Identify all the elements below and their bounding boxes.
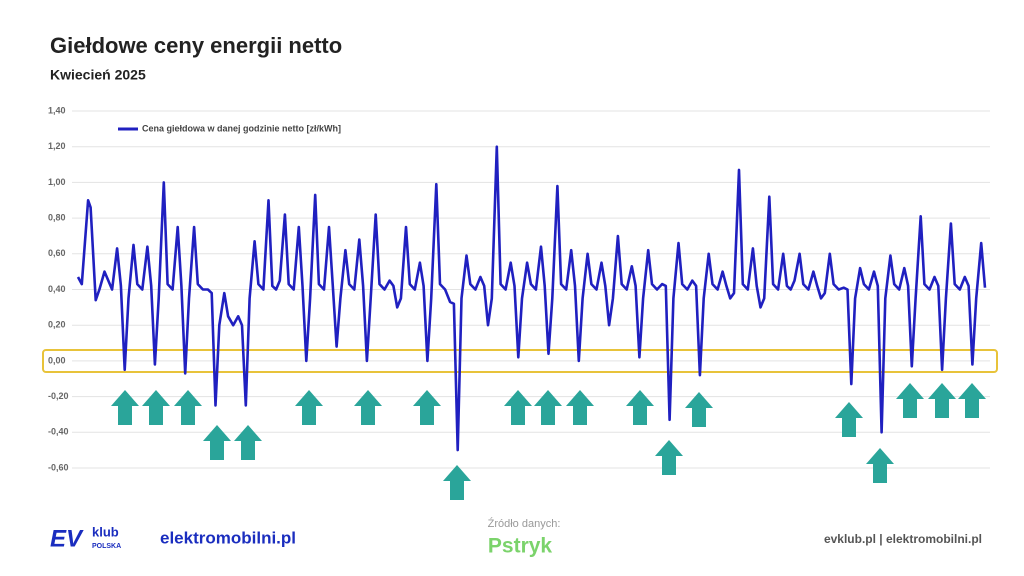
brand: elektromobilni.pl [160,528,296,547]
plot [76,145,987,452]
arrow [896,383,924,418]
legend-label: Cena giełdowa w danej godzinie netto [zł… [142,123,341,133]
y-tick-label: -0,60 [48,462,69,472]
arrow [534,390,562,425]
footer-links: evklub.pl | elektromobilni.pl [824,532,982,546]
logo-polska: POLSKA [92,543,121,550]
arrow [685,392,713,427]
y-tick-label: 0,60 [48,248,66,258]
chart-subtitle: Kwiecień 2025 [50,67,146,83]
logo-klub: klub [92,524,119,539]
source-label: Źródło danych: [488,517,561,530]
y-tick-label: -0,20 [48,391,69,401]
arrow [566,390,594,425]
arrow [174,390,202,425]
grid: -0,60 -0,40 -0,20 0,00 0,20 0,40 0,60 0,80 1,00 1… [48,105,990,472]
y-tick-label: 1,20 [48,141,66,151]
arrow [443,465,471,500]
arrow [413,390,441,425]
arrow [928,383,956,418]
arrow [295,390,323,425]
source-logo: Pstryk [488,535,553,558]
chart-title: Giełdowe ceny energii netto [50,33,342,58]
y-tick-label: 0,40 [48,284,66,294]
arrow [835,402,863,437]
arrow [866,448,894,483]
series-line [76,145,987,452]
y-tick-label: 1,40 [48,105,66,115]
y-tick-label: 0,00 [48,355,66,365]
y-tick-label: 0,20 [48,320,66,330]
arrow [655,440,683,475]
y-tick-label: 1,00 [48,177,66,187]
arrow [234,425,262,460]
arrow [142,390,170,425]
arrow [111,390,139,425]
y-tick-label: -0,40 [48,427,69,437]
y-tick-label: 0,80 [48,212,66,222]
arrow [626,390,654,425]
arrow [354,390,382,425]
arrow [958,383,986,418]
arrows [111,383,986,500]
arrow [203,425,231,460]
logo-ev: EV [50,525,84,552]
arrow [504,390,532,425]
